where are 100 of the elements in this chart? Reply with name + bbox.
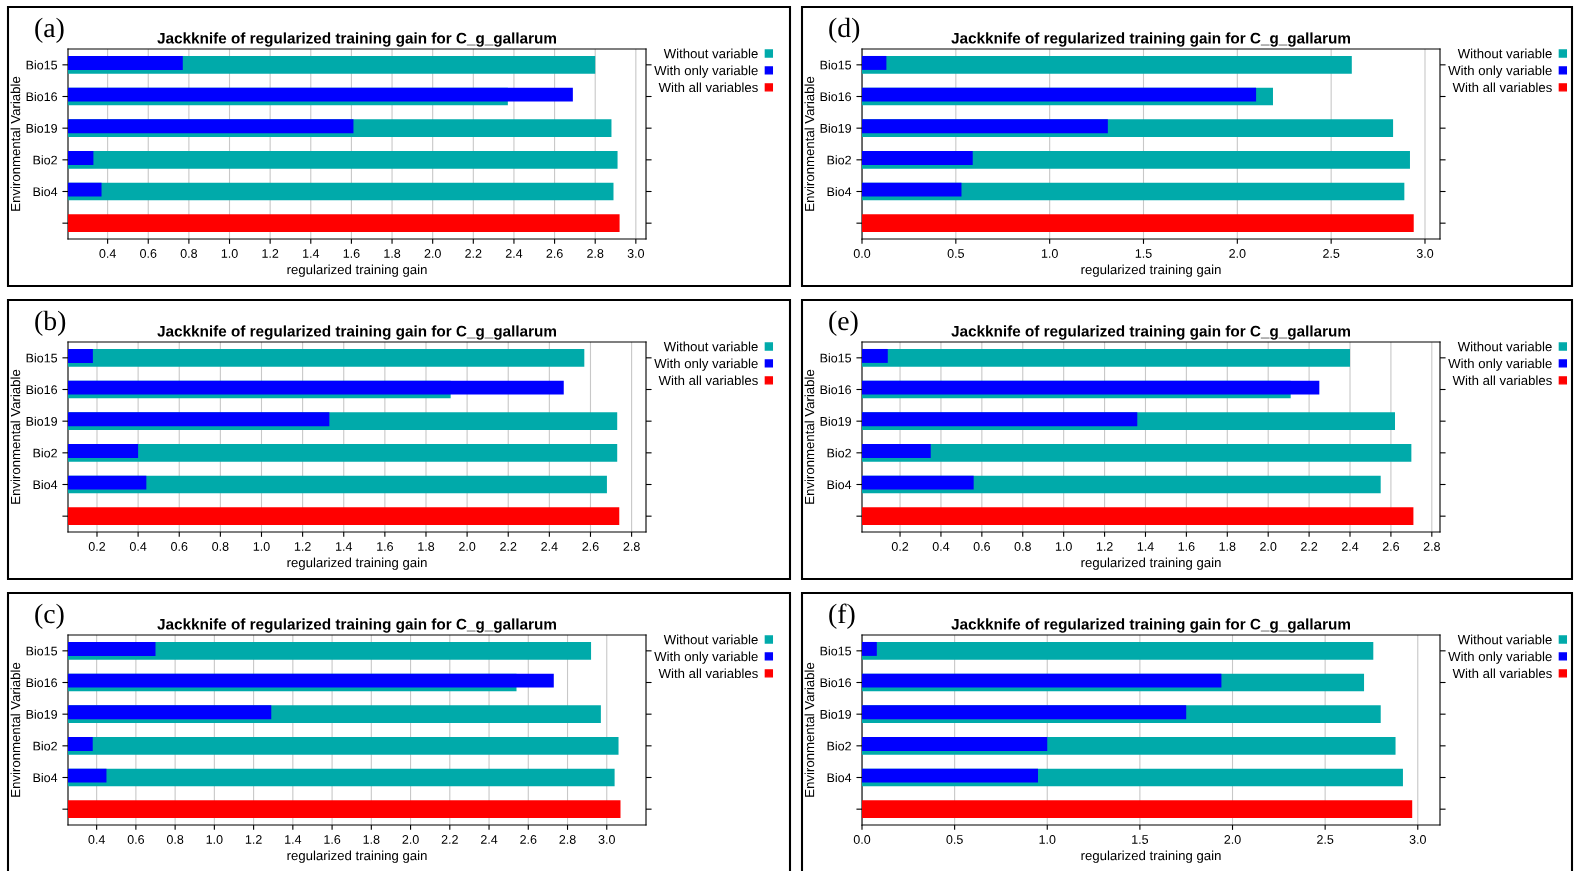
x-axis-title: regularized training gain: [287, 557, 427, 570]
x-tick-label: 2.0: [424, 249, 441, 258]
x-tick-label: 1.2: [262, 249, 279, 258]
y-tick-label: Bio2: [827, 448, 851, 458]
x-tick-label: 2.5: [1317, 835, 1334, 844]
x-tick-label: 1.8: [1219, 542, 1236, 551]
y-tick-label: Bio16: [26, 384, 58, 395]
text: (f): [829, 603, 855, 629]
bar: [862, 705, 1187, 720]
y-tick-label: Bio19: [26, 709, 57, 719]
x-tick-label: 1.6: [324, 835, 341, 844]
x-axis-title: regularized training gain: [1081, 264, 1221, 277]
x-tick-label: 1.4: [1137, 542, 1154, 551]
bar: [862, 87, 1257, 102]
y-axis-title: Environmental Variable: [804, 369, 815, 504]
x-tick-label: 0.0: [853, 835, 871, 844]
x-tick-label: 0.8: [212, 542, 229, 551]
x-tick-label: 2.0: [402, 835, 419, 844]
text: (b): [35, 310, 66, 336]
legend-label: With only variable: [654, 358, 758, 371]
legend-label: With all variables: [1452, 375, 1552, 386]
chart-title: Jackknife of regularized training gain for C_g_gallarum: [157, 32, 556, 47]
text: (c): [35, 603, 64, 629]
y-tick-label: Bio2: [33, 741, 57, 751]
y-tick-label: Bio15: [26, 353, 58, 363]
y-tick-label: Bio19: [820, 416, 851, 426]
x-tick-label: 2.0: [1224, 835, 1241, 844]
y-tick-label: Bio4: [33, 186, 58, 197]
x-tick-label: 0.4: [88, 835, 105, 844]
x-tick-label: 2.6: [1382, 542, 1400, 551]
x-tick-label: 3.0: [1416, 249, 1434, 258]
legend-label: With only variable: [1448, 651, 1552, 664]
x-tick-label: 2.0: [1260, 542, 1277, 551]
x-tick-label: 1.0: [1039, 835, 1056, 844]
bar: [862, 55, 1352, 74]
legend-label: With only variable: [654, 65, 758, 78]
x-tick-label: 1.8: [418, 542, 435, 551]
x-tick-label: 1.2: [294, 542, 311, 551]
y-tick-label: Bio16: [820, 677, 852, 688]
legend-label: With all variables: [658, 375, 758, 386]
bar: [862, 768, 1038, 783]
x-tick-label: 2.4: [1341, 542, 1359, 551]
x-tick-label: 1.2: [1096, 542, 1113, 551]
legend-label: Without variable: [1457, 48, 1552, 59]
y-tick-label: Bio2: [827, 155, 851, 165]
y-tick-label: Bio15: [26, 60, 58, 70]
x-tick-label: 0.6: [140, 249, 157, 258]
text: (d): [829, 17, 860, 43]
x-tick-label: 1.6: [1178, 542, 1195, 551]
y-tick-label: Bio16: [820, 384, 852, 395]
y-tick-label: Bio16: [820, 91, 852, 102]
x-tick-label: 2.2: [500, 542, 517, 551]
y-axis-title: Environmental Variable: [10, 662, 21, 797]
y-tick-label: Bio2: [33, 448, 57, 458]
y-tick-label: Bio19: [26, 416, 57, 426]
x-tick-label: 1.4: [336, 542, 353, 551]
x-axis-title: regularized training gain: [1081, 557, 1221, 570]
x-tick-label: 2.8: [1423, 542, 1440, 551]
x-tick-label: 1.0: [221, 249, 238, 258]
x-tick-label: 0.2: [88, 542, 106, 551]
x-tick-label: 2.6: [546, 249, 563, 258]
x-tick-label: 1.6: [343, 249, 360, 258]
y-tick-label: Bio19: [26, 123, 57, 133]
x-axis-title: regularized training gain: [287, 264, 427, 277]
x-tick-label: 0.8: [1014, 542, 1031, 551]
x-axis-title: regularized training gain: [1081, 850, 1221, 863]
x-tick-label: 2.8: [587, 249, 604, 258]
x-tick-label: 2.0: [459, 542, 476, 551]
x-tick-label: 1.8: [384, 249, 401, 258]
y-tick-label: Bio4: [827, 772, 852, 783]
legend-label: With only variable: [1448, 65, 1552, 78]
bar: [862, 55, 887, 70]
x-tick-label: 0.2: [891, 542, 909, 551]
chart-title: Jackknife of regularized training gain for C_g_gallarum: [951, 618, 1350, 633]
chart-title: Jackknife of regularized training gain for C_g_gallarum: [157, 325, 556, 340]
y-tick-label: Bio19: [820, 709, 851, 719]
x-tick-label: 2.2: [441, 835, 458, 844]
x-tick-label: 1.0: [253, 542, 270, 551]
bar: [862, 150, 973, 165]
legend-label: With only variable: [654, 651, 758, 664]
bar: [862, 641, 877, 656]
x-tick-label: 0.4: [932, 542, 950, 551]
bar: [862, 182, 962, 197]
y-tick-label: Bio4: [827, 186, 852, 197]
legend-label: Without variable: [1457, 634, 1552, 645]
y-tick-label: Bio15: [820, 646, 852, 656]
text: (e): [829, 310, 858, 336]
y-tick-label: Bio2: [33, 155, 57, 165]
x-tick-label: 2.5: [1323, 249, 1340, 258]
y-axis-title: Environmental Variable: [10, 369, 21, 504]
x-tick-label: 0.8: [180, 249, 198, 258]
y-tick-label: Bio4: [827, 479, 852, 490]
chart-title: Jackknife of regularized training gain for C_g_gallarum: [951, 325, 1350, 340]
legend-label: With all variables: [1452, 82, 1552, 93]
bar: [862, 736, 1048, 751]
y-tick-label: Bio16: [26, 91, 58, 102]
x-tick-label: 2.0: [1229, 249, 1246, 258]
x-tick-label: 3.0: [598, 835, 615, 844]
x-tick-label: 0.8: [166, 835, 184, 844]
x-tick-label: 2.4: [505, 249, 523, 258]
